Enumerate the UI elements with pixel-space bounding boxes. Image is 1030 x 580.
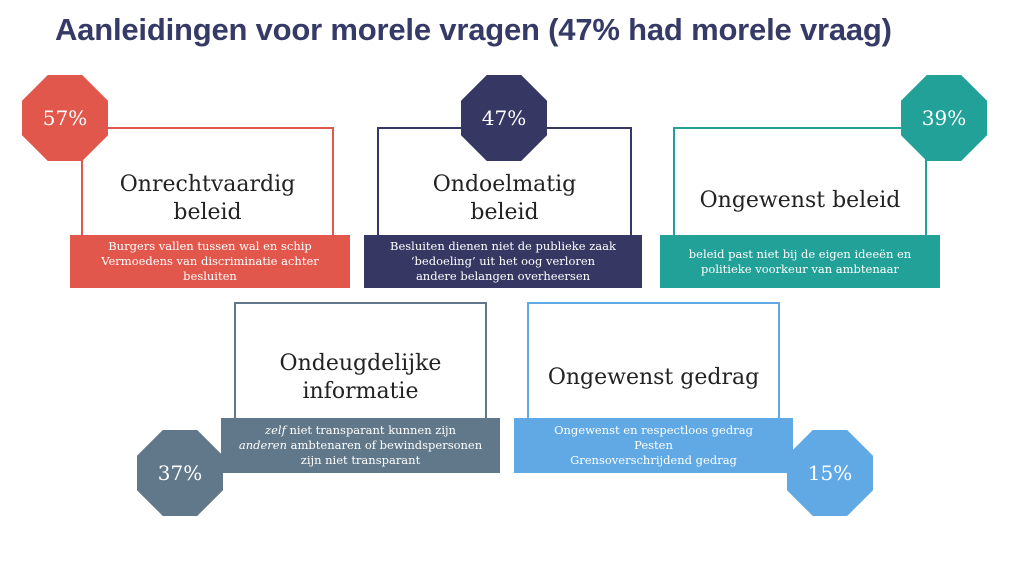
description-line-1: beleid past niet bij de eigen ideeën en — [688, 246, 912, 261]
card-title: Ondoelmatig beleid — [379, 171, 630, 227]
card-title-line-1: Ondoelmatig — [432, 172, 577, 197]
description-line-2: politieke voorkeur van ambtenaar — [701, 261, 899, 276]
description-text: zijn niet transparant — [300, 453, 421, 467]
card-frame: Ongewenst beleid — [673, 127, 927, 255]
card-title-line-1: Ondeugdelijke — [279, 351, 442, 376]
page-title: Aanleidingen voor morele vragen (47% had… — [55, 12, 892, 47]
description-line-3: andere belangen overheersen — [415, 269, 591, 283]
description-line-3: Grensoverschrijdend gedrag — [570, 453, 737, 467]
description-line-3: zijn niet transparant — [221, 453, 500, 468]
card-title: Ondeugdelijke informatie — [236, 350, 485, 406]
percentage-value: 15% — [807, 461, 853, 485]
description-text: ambtenaren of bewindspersonen — [287, 438, 483, 452]
card-title-line-2: beleid — [470, 200, 539, 225]
description-line-2: Pesten — [634, 438, 673, 452]
description-line-2: Vermoedens van discriminatie achter — [101, 254, 319, 268]
description-band: Besluiten dienen niet de publieke zaak ‘… — [364, 235, 642, 288]
percentage-value: 57% — [42, 106, 88, 130]
card-title: Onrechtvaardig beleid — [83, 171, 332, 227]
description-band: zelf niet transparant kunnen zijn andere… — [221, 418, 500, 473]
percentage-badge: 39% — [901, 75, 987, 161]
percentage-value: 37% — [157, 461, 203, 485]
card-title-line-1: Onrechtvaardig — [119, 172, 296, 197]
description-line-3: besluiten — [183, 269, 237, 283]
description-line-2: ‘bedoeling’ uit het oog verloren — [410, 254, 596, 268]
card-title: Ongewenst beleid — [675, 187, 925, 215]
description-line-1: Ongewenst en respectloos gedrag — [554, 423, 753, 437]
card-frame: Ongewenst gedrag — [527, 302, 780, 437]
card-frame: Ondoelmatig beleid — [377, 127, 632, 255]
percentage-value: 47% — [481, 106, 527, 130]
card-title: Ongewenst gedrag — [529, 364, 778, 392]
card-title-line-2: beleid — [173, 200, 242, 225]
description-line-1: Burgers vallen tussen wal en schip — [108, 239, 312, 253]
card-title-line-2: informatie — [302, 379, 419, 404]
description-emphasis: anderen — [238, 438, 287, 452]
card-frame: Onrechtvaardig beleid — [81, 127, 334, 255]
card-frame: Ondeugdelijke informatie — [234, 302, 487, 437]
percentage-badge: 15% — [787, 430, 873, 516]
card-title-line-1: Ongewenst beleid — [699, 188, 901, 213]
percentage-badge: 37% — [137, 430, 223, 516]
description-band: beleid past niet bij de eigen ideeën en … — [660, 235, 940, 288]
description-text: niet transparant kunnen zijn — [285, 423, 456, 437]
percentage-badge: 57% — [22, 75, 108, 161]
description-line-1: Besluiten dienen niet de publieke zaak — [390, 239, 616, 253]
description-line-1: zelf niet transparant kunnen zijn — [221, 423, 500, 438]
description-band: Ongewenst en respectloos gedrag Pesten G… — [514, 418, 793, 473]
description-band: Burgers vallen tussen wal en schip Vermo… — [70, 235, 350, 288]
description-emphasis: zelf — [265, 423, 286, 437]
description-line-2: anderen ambtenaren of bewindspersonen — [221, 438, 500, 453]
percentage-badge: 47% — [461, 75, 547, 161]
card-title-line-1: Ongewenst gedrag — [547, 365, 760, 390]
percentage-value: 39% — [921, 106, 967, 130]
